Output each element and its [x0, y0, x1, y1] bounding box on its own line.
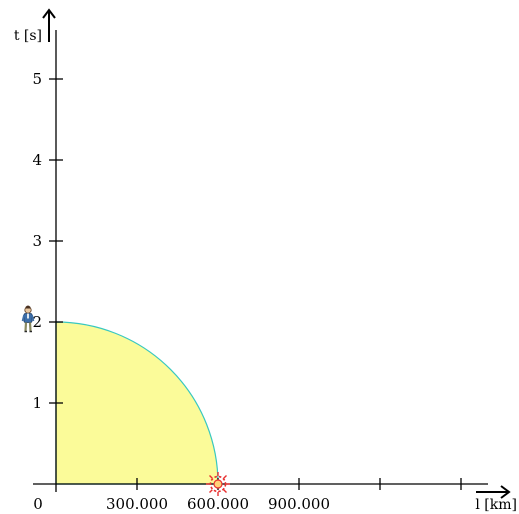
y-axis-arrow	[42, 8, 56, 42]
x-tick-label: 600.000	[187, 495, 249, 513]
y-ticks: 1 2 3 4 5	[32, 70, 63, 412]
x-tick-label: 300.000	[106, 495, 168, 513]
y-tick-label: 2	[32, 313, 42, 331]
y-tick-label: 5	[32, 70, 42, 88]
observer-icon	[21, 305, 35, 333]
x-axis-arrow	[476, 485, 511, 499]
x-axis-label: l [km]	[475, 497, 517, 513]
y-axis-label: t [s]	[14, 28, 42, 44]
y-tick-label: 1	[32, 394, 42, 412]
x-ticks: 300.000 600.000 900.000	[106, 478, 462, 513]
x-tick-label: 900.000	[268, 495, 330, 513]
event-burst-icon	[206, 472, 230, 496]
y-tick-label: 3	[32, 232, 42, 250]
y-tick-label: 4	[32, 151, 42, 169]
light-cone-region	[55, 321, 219, 485]
origin-label: 0	[33, 495, 43, 513]
